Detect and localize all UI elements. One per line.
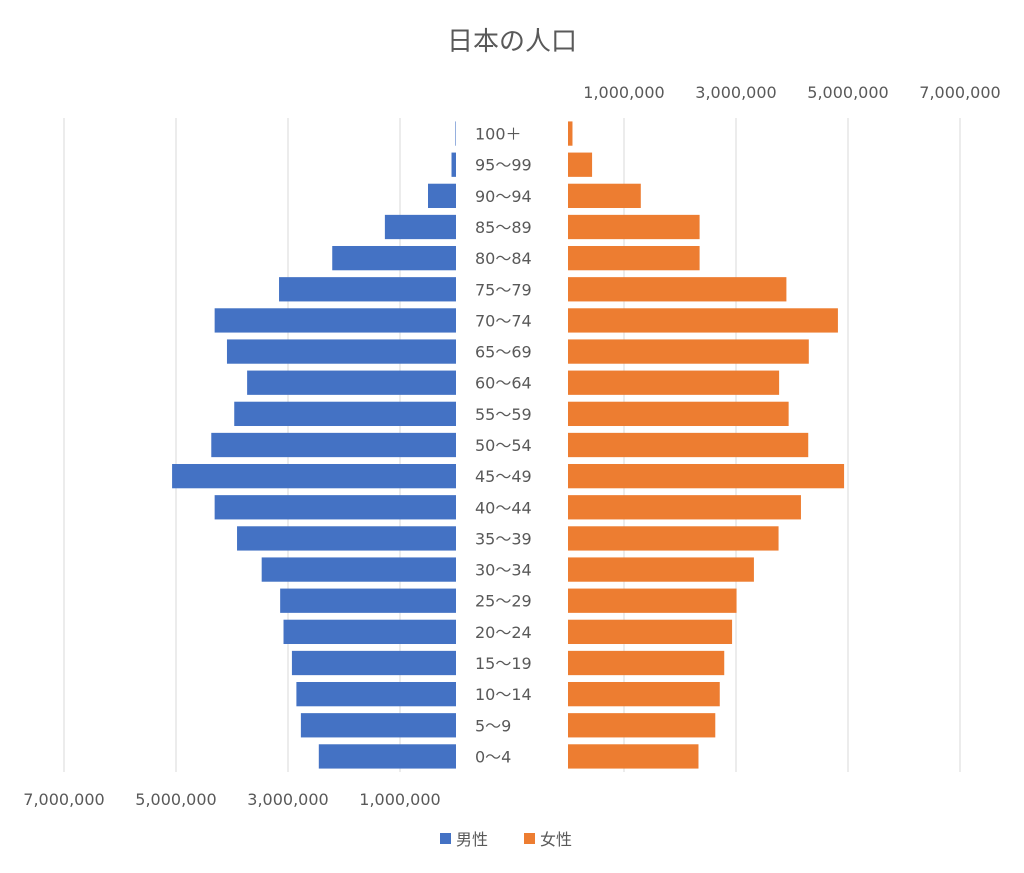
bar-female-13: [568, 339, 809, 364]
bar-female-14: [568, 308, 838, 333]
bar-male-11: [234, 401, 456, 427]
bar-female-12: [568, 370, 780, 395]
bar-male-20: [455, 121, 456, 146]
bar-male-13: [226, 339, 456, 364]
bar-female-7: [568, 526, 779, 551]
female-tick-label-1: 3,000,000: [695, 83, 776, 102]
bar-female-18: [568, 183, 641, 209]
category-label-6: 30～34: [475, 561, 532, 580]
bar-male-4: [283, 619, 456, 645]
category-label-19: 95～99: [475, 156, 532, 175]
bar-female-2: [568, 681, 720, 707]
female-tick-label-2: 5,000,000: [807, 83, 888, 102]
bar-female-0: [568, 744, 699, 769]
bar-female-16: [568, 245, 700, 271]
category-label-18: 90～94: [475, 187, 532, 206]
category-label-10: 50～54: [475, 436, 532, 455]
bar-male-0: [318, 744, 456, 769]
bar-female-1: [568, 713, 716, 738]
category-label-0: 0～4: [475, 747, 511, 766]
bar-male-5: [280, 588, 456, 613]
bar-male-6: [261, 557, 456, 582]
bar-male-1: [300, 713, 456, 738]
bar-male-14: [214, 308, 456, 333]
bar-male-7: [237, 526, 456, 551]
category-label-1: 5～9: [475, 716, 511, 735]
bar-female-4: [568, 619, 733, 645]
bar-male-8: [214, 495, 456, 520]
category-label-11: 55～59: [475, 405, 532, 424]
bar-male-10: [211, 432, 456, 458]
female-bars: [568, 121, 845, 769]
female-axis-ticks: 1,000,000 3,000,000 5,000,000 7,000,000: [583, 83, 1000, 102]
bar-female-5: [568, 588, 737, 613]
category-label-2: 10～14: [475, 685, 532, 704]
legend-swatch-male: [440, 833, 451, 844]
category-label-16: 80～84: [475, 249, 532, 268]
male-tick-label-0: 7,000,000: [23, 790, 104, 809]
bar-female-11: [568, 401, 789, 427]
category-label-12: 60～64: [475, 374, 532, 393]
bar-female-9: [568, 463, 845, 489]
category-label-4: 20～24: [475, 623, 532, 642]
bar-female-15: [568, 277, 787, 302]
category-label-8: 40～44: [475, 498, 532, 517]
chart-title: 日本の人口: [447, 27, 577, 57]
bar-male-2: [296, 681, 456, 707]
bar-female-19: [568, 152, 593, 177]
bar-female-10: [568, 432, 809, 458]
bar-male-12: [247, 370, 456, 395]
category-label-13: 65～69: [475, 343, 532, 362]
female-tick-label-3: 7,000,000: [919, 83, 1000, 102]
male-tick-label-3: 1,000,000: [359, 790, 440, 809]
legend-swatch-female: [524, 833, 535, 844]
legend-label-female: 女性: [540, 830, 572, 849]
category-label-17: 85～89: [475, 218, 532, 237]
bar-male-9: [172, 463, 456, 489]
category-label-15: 75～79: [475, 280, 532, 299]
bar-male-18: [428, 183, 456, 209]
bar-female-17: [568, 214, 700, 240]
male-bars: [172, 121, 456, 769]
bar-male-15: [279, 277, 456, 302]
category-label-20: 100＋: [475, 125, 522, 144]
legend-label-male: 男性: [456, 830, 488, 849]
bar-female-6: [568, 557, 754, 582]
bar-female-8: [568, 495, 801, 520]
male-axis-ticks: 7,000,000 5,000,000 3,000,000 1,000,000: [23, 790, 440, 809]
category-label-9: 45～49: [475, 467, 532, 486]
male-tick-label-1: 5,000,000: [135, 790, 216, 809]
bar-male-17: [384, 214, 456, 240]
category-label-14: 70～74: [475, 311, 532, 330]
bar-female-20: [568, 121, 573, 146]
bar-male-3: [291, 650, 456, 676]
bar-male-16: [332, 245, 456, 271]
category-label-5: 25～29: [475, 592, 532, 611]
bar-female-3: [568, 650, 725, 676]
female-tick-label-0: 1,000,000: [583, 83, 664, 102]
legend: 男性 女性: [440, 830, 572, 849]
male-tick-label-2: 3,000,000: [247, 790, 328, 809]
category-label-7: 35～39: [475, 529, 532, 548]
age-category-labels: 0～4 5～9 10～14 15～19 20～24 25～29 30～34 35～39 40～4…: [475, 125, 532, 767]
category-label-3: 15～19: [475, 654, 532, 673]
bar-male-19: [451, 152, 456, 177]
